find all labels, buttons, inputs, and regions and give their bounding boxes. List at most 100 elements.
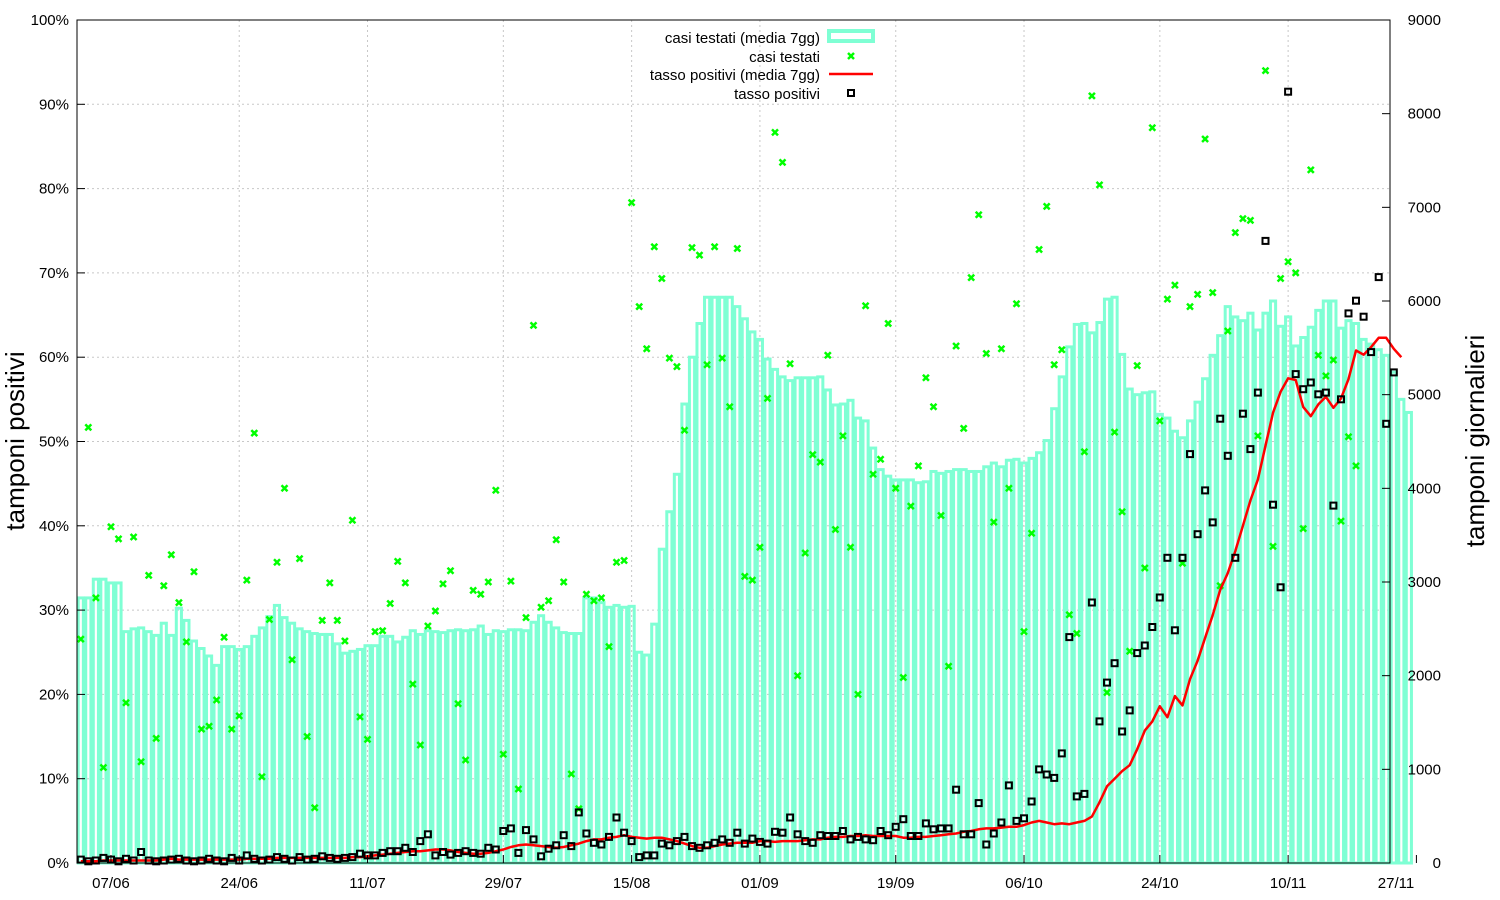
point-casi-testati-76 (650, 242, 659, 251)
point-casi-testati-30 (303, 732, 312, 741)
point-casi-testati-145 (1171, 281, 1179, 289)
bar-117 (959, 468, 968, 865)
bar-10 (152, 633, 161, 865)
bar-85 (718, 295, 727, 865)
point-casi-testati-40 (378, 626, 387, 635)
point-casi-testati-24 (258, 772, 266, 781)
point-casi-testati-46 (424, 622, 432, 630)
bar-153 (1231, 315, 1240, 865)
bar-55 (491, 629, 500, 865)
point-tasso-positivi-106 (876, 827, 885, 835)
point-casi-testati-130 (1057, 345, 1066, 354)
bar-6 (121, 630, 131, 865)
point-casi-testati-51 (461, 756, 470, 764)
point-tasso-positivi-123 (1004, 781, 1013, 790)
point-tasso-positivi-112 (921, 819, 930, 828)
point-tasso-positivi-45 (416, 837, 425, 846)
bar-116 (952, 468, 961, 865)
point-casi-testati-111 (914, 462, 923, 470)
bar-141 (1140, 391, 1149, 865)
point-tasso-positivi-44 (408, 848, 417, 856)
point-casi-testati-139 (1125, 647, 1134, 656)
x-tick-labels: 07/06 24/06 11/07 29/07 15/08 01/09 19/09 06/10… (92, 875, 1414, 892)
bar-171 (1367, 342, 1376, 865)
point-tasso-positivi-19 (220, 857, 229, 866)
bar-5 (114, 581, 123, 865)
bar-33 (325, 632, 334, 865)
bar-112 (921, 480, 930, 865)
point-tasso-positivi-83 (703, 841, 712, 850)
point-casi-testati-135 (1095, 181, 1104, 189)
point-casi-testati-98 (816, 458, 825, 466)
point-casi-testati-11 (159, 581, 168, 590)
y-right-tick-label-8: 8000 (1408, 106, 1441, 123)
legend-label-casi-testati-media: casi testati (media 7gg) (665, 30, 820, 47)
point-tasso-positivi-144 (1163, 553, 1172, 562)
point-tasso-positivi-33 (325, 853, 334, 862)
bar-122 (997, 465, 1006, 865)
point-tasso-positivi-155 (1246, 445, 1255, 454)
point-tasso-positivi-152 (1223, 451, 1232, 460)
bar-144 (1163, 416, 1172, 865)
point-casi-testati-29 (295, 554, 304, 563)
point-casi-testati-85 (718, 354, 727, 362)
point-casi-testati-113 (929, 402, 938, 411)
point-casi-testati-94 (786, 359, 794, 368)
bar-92 (770, 367, 780, 865)
point-tasso-positivi-5 (114, 857, 123, 866)
bar-66 (574, 632, 583, 865)
point-casi-testati-86 (725, 402, 734, 411)
bar-97 (808, 376, 817, 865)
point-tasso-positivi-117 (959, 830, 968, 839)
point-casi-testati-162 (1299, 524, 1308, 533)
point-tasso-positivi-55 (491, 845, 500, 854)
point-tasso-positivi-85 (718, 835, 727, 844)
bar-124 (1012, 457, 1021, 865)
point-casi-testati-21 (235, 712, 244, 720)
bar-84 (710, 295, 719, 865)
bar-106 (876, 468, 885, 865)
point-tasso-positivi-52 (469, 848, 478, 857)
point-tasso-positivi-15 (190, 857, 198, 866)
point-tasso-positivi-118 (967, 830, 976, 839)
bar-142 (1148, 390, 1157, 865)
point-casi-testati-32 (318, 616, 327, 625)
point-tasso-positivi-86 (725, 838, 734, 847)
point-casi-testati-163 (1306, 166, 1315, 174)
bar-134 (1087, 331, 1097, 865)
bar-87 (733, 305, 742, 865)
bar-51 (461, 629, 470, 865)
bar-156 (1253, 328, 1263, 865)
bar-22 (242, 645, 251, 865)
point-casi-testati-10 (152, 734, 161, 743)
point-casi-testati-5 (114, 535, 123, 543)
bar-78 (665, 510, 674, 865)
point-tasso-positivi-174 (1389, 368, 1398, 377)
point-casi-testati-115 (944, 662, 953, 671)
bar-111 (914, 481, 923, 865)
point-casi-testati-31 (310, 803, 319, 812)
point-tasso-positivi-160 (1284, 87, 1293, 96)
point-casi-testati-138 (1118, 507, 1126, 516)
point-casi-testati-119 (974, 210, 983, 219)
bar-7 (129, 627, 138, 865)
x-tick-label-8: 24/10 (1141, 875, 1179, 892)
point-tasso-positivi-67 (582, 829, 591, 838)
bar-63 (552, 626, 561, 865)
point-casi-testati-99 (823, 351, 832, 360)
point-tasso-positivi-88 (740, 839, 749, 848)
point-casi-testati-48 (439, 580, 447, 588)
point-casi-testati-106 (876, 455, 885, 464)
bar-123 (1004, 458, 1014, 865)
point-casi-testati-60 (529, 321, 538, 330)
point-casi-testati-63 (552, 535, 561, 544)
point-tasso-positivi-150 (1208, 518, 1217, 527)
bar-118 (967, 469, 976, 865)
point-tasso-positivi-29 (295, 853, 304, 862)
point-tasso-positivi-63 (552, 841, 561, 850)
point-casi-testati-50 (454, 699, 462, 708)
point-tasso-positivi-56 (499, 827, 508, 835)
point-tasso-positivi-30 (303, 855, 312, 864)
point-casi-testati-100 (831, 525, 840, 534)
point-tasso-positivi-125 (1020, 814, 1028, 823)
